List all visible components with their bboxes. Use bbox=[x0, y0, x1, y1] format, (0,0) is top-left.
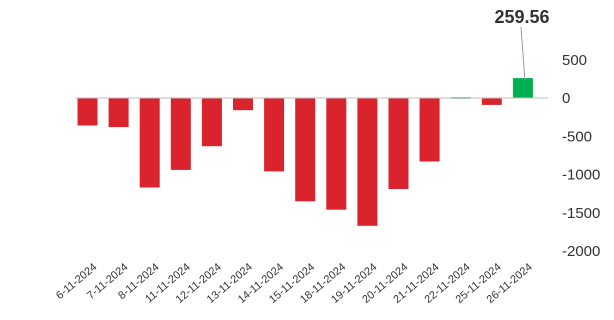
bar-26-11-2024 bbox=[512, 78, 533, 98]
bar-7-11-2024 bbox=[108, 98, 129, 128]
bar-12-11-2024 bbox=[201, 98, 222, 147]
y-tick-label: -500 bbox=[562, 128, 592, 145]
callout-label: 259.56 bbox=[494, 7, 549, 27]
y-tick-label: 500 bbox=[562, 52, 587, 69]
y-tick-label: -1000 bbox=[562, 167, 600, 184]
bar-21-11-2024 bbox=[419, 98, 440, 162]
bar-13-11-2024 bbox=[233, 98, 253, 111]
y-tick-label: -1500 bbox=[562, 205, 600, 222]
bar-6-11-2024 bbox=[77, 98, 98, 126]
bar-8-11-2024 bbox=[139, 98, 160, 188]
bar-18-11-2024 bbox=[326, 98, 347, 210]
y-tick-label: -2000 bbox=[562, 243, 600, 260]
bar-14-11-2024 bbox=[264, 98, 285, 172]
bar-20-11-2024 bbox=[388, 98, 409, 189]
value-callout: 259.56 bbox=[494, 7, 550, 81]
y-axis-ticks: 500 0 -500 -1000 -1500 -2000 bbox=[562, 52, 600, 260]
callout-leader-line bbox=[520, 26, 526, 81]
bar-25-11-2024 bbox=[481, 98, 502, 105]
x-axis-ticks: 6-11-20247-11-20248-11-202411-11-202412-… bbox=[54, 261, 535, 306]
bar-11-11-2024 bbox=[170, 98, 191, 170]
y-tick-label: 0 bbox=[562, 90, 570, 107]
bars-group bbox=[77, 78, 533, 226]
bar-19-11-2024 bbox=[357, 98, 378, 226]
bar-15-11-2024 bbox=[295, 98, 316, 202]
